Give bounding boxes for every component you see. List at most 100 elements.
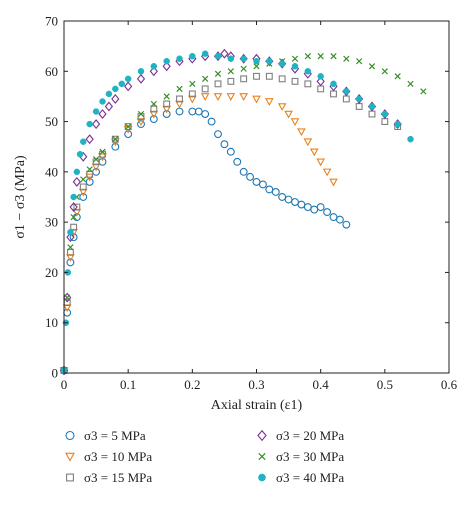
data-point bbox=[214, 80, 222, 88]
legend-label: σ3 = 30 MPa bbox=[276, 449, 344, 464]
legend-item: σ3 = 30 MPa bbox=[258, 449, 344, 464]
data-point-stroke bbox=[368, 63, 376, 70]
data-point bbox=[175, 100, 184, 109]
data-point-stroke bbox=[189, 80, 196, 88]
legend-item: σ3 = 15 MPa bbox=[66, 470, 152, 485]
data-point bbox=[207, 117, 216, 126]
data-point bbox=[303, 138, 313, 147]
data-point bbox=[201, 50, 209, 57]
data-point bbox=[163, 100, 171, 108]
data-point bbox=[136, 118, 146, 127]
data-point bbox=[176, 55, 183, 62]
data-point bbox=[316, 76, 325, 87]
y-tick-label: 70 bbox=[45, 14, 58, 29]
data-point bbox=[86, 170, 94, 178]
x-tick-label: 0.6 bbox=[441, 377, 458, 392]
data-point bbox=[316, 203, 325, 212]
data-point bbox=[78, 188, 88, 197]
data-point bbox=[368, 103, 376, 110]
data-point bbox=[162, 105, 172, 114]
data-point bbox=[105, 90, 113, 98]
data-point bbox=[73, 168, 81, 176]
data-point bbox=[69, 233, 78, 242]
data-point bbox=[175, 107, 184, 116]
data-point bbox=[240, 75, 248, 83]
data-point-stroke bbox=[317, 53, 324, 60]
data-point bbox=[309, 148, 319, 157]
data-point bbox=[329, 213, 338, 222]
data-point bbox=[330, 80, 337, 88]
data-point-stroke bbox=[394, 73, 401, 80]
data-point bbox=[284, 110, 293, 119]
data-point bbox=[64, 294, 71, 301]
data-point-stroke bbox=[407, 80, 414, 88]
y-tick-label: 10 bbox=[45, 315, 58, 330]
data-point bbox=[290, 118, 300, 127]
data-point bbox=[271, 188, 280, 196]
data-point-stroke bbox=[67, 244, 74, 251]
data-point bbox=[70, 193, 77, 201]
data-point bbox=[266, 57, 273, 65]
data-point bbox=[85, 177, 94, 186]
x-tick-label: 0 bbox=[61, 377, 68, 392]
data-point bbox=[72, 176, 81, 187]
y-tick-label: 20 bbox=[45, 265, 58, 280]
data-point bbox=[200, 93, 210, 101]
y-tick-label: 30 bbox=[45, 215, 58, 230]
data-point bbox=[70, 223, 78, 231]
series-3 bbox=[59, 48, 402, 376]
data-point bbox=[342, 220, 351, 229]
data-point bbox=[214, 70, 222, 77]
data-point bbox=[149, 115, 158, 124]
data-point-stroke bbox=[202, 75, 209, 82]
data-point bbox=[137, 120, 145, 129]
data-point bbox=[136, 73, 146, 84]
data-point bbox=[124, 75, 132, 83]
data-point bbox=[317, 85, 325, 93]
series-0 bbox=[60, 107, 351, 375]
data-point bbox=[317, 73, 324, 80]
data-point bbox=[420, 88, 427, 95]
data-point bbox=[66, 248, 74, 256]
data-point-stroke bbox=[150, 100, 157, 108]
data-point bbox=[252, 95, 261, 104]
data-point bbox=[189, 80, 196, 88]
data-point-stroke bbox=[137, 110, 145, 118]
data-point-stroke bbox=[381, 68, 388, 75]
data-point bbox=[79, 183, 87, 191]
data-point bbox=[150, 100, 157, 108]
data-point bbox=[162, 61, 171, 72]
data-point bbox=[62, 304, 72, 313]
legend-label: σ3 = 40 MPa bbox=[276, 470, 344, 485]
data-point bbox=[91, 119, 101, 130]
data-point-stroke bbox=[343, 55, 350, 62]
data-point bbox=[304, 80, 312, 88]
data-point-stroke bbox=[80, 176, 87, 183]
series-5 bbox=[60, 50, 414, 374]
data-point bbox=[264, 98, 274, 106]
data-point bbox=[137, 68, 145, 75]
x-tick-label: 0.4 bbox=[313, 377, 330, 392]
data-point bbox=[304, 53, 311, 60]
legend-label: σ3 = 10 MPa bbox=[84, 449, 152, 464]
data-point bbox=[98, 109, 107, 119]
legend-marker bbox=[66, 473, 74, 482]
legend-label: σ3 = 20 MPa bbox=[276, 428, 344, 443]
data-point bbox=[80, 176, 87, 183]
data-point bbox=[291, 63, 299, 70]
data-point bbox=[330, 90, 337, 98]
data-point bbox=[381, 118, 389, 126]
data-point bbox=[246, 172, 255, 181]
data-point-stroke bbox=[420, 88, 427, 95]
x-tick-label: 0.1 bbox=[120, 377, 136, 392]
y-tick-label: 50 bbox=[45, 114, 58, 129]
data-point-stroke bbox=[253, 63, 260, 70]
data-point-stroke bbox=[304, 53, 311, 60]
data-point bbox=[265, 185, 274, 194]
data-point bbox=[278, 60, 286, 67]
data-point bbox=[99, 148, 106, 155]
data-point-stroke bbox=[92, 156, 100, 163]
data-point bbox=[201, 110, 210, 118]
data-point bbox=[176, 95, 183, 103]
